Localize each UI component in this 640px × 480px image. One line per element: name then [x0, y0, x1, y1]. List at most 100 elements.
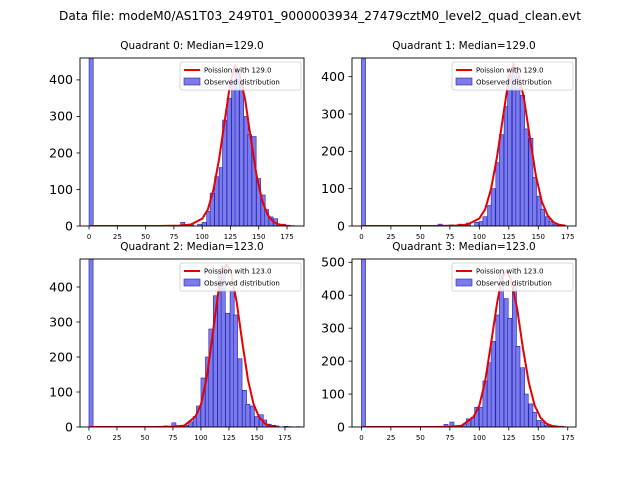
legend-box [179, 262, 302, 292]
histogram-bar [225, 312, 231, 427]
histogram-bar [197, 223, 203, 226]
legend-bar-swatch [183, 278, 201, 287]
histogram-bar [88, 58, 94, 226]
legend: Poission with 123.0 Observed distribution [451, 262, 574, 292]
legend-label-observed: Observed distribution [476, 79, 552, 87]
legend-label-poisson: Poission with 123.0 [476, 268, 544, 276]
x-tick-label: 50 [141, 233, 150, 241]
histogram-bar [208, 328, 214, 427]
x-tick-label: 0 [359, 233, 363, 241]
histogram-bar [515, 76, 521, 226]
x-tick-label: 150 [532, 434, 545, 442]
suptitle: Data file: modeM0/AS1T03_249T01_90000039… [58, 9, 581, 23]
legend-label-observed: Observed distribution [204, 79, 280, 87]
histogram-bar [474, 221, 480, 226]
legend-bar-swatch [455, 278, 473, 287]
legend: Poission with 129.0 Observed distribution [179, 61, 302, 91]
y-tick-label: 0 [337, 218, 345, 233]
histogram-bar [212, 295, 218, 427]
legend-box [451, 262, 574, 292]
axes-frame [351, 57, 577, 227]
x-tick-label: 100 [194, 434, 207, 442]
x-tick-label: 100 [473, 434, 486, 442]
axes-frame [79, 258, 305, 428]
histogram-bar [361, 259, 366, 427]
histogram-bar [523, 393, 529, 427]
histogram-bar [233, 314, 238, 427]
x-tick-label: 50 [140, 434, 149, 442]
y-tick-label: 100 [49, 384, 73, 399]
legend-label-poisson: Poission with 123.0 [204, 268, 272, 276]
axes-frame [351, 258, 577, 428]
histogram-bar [249, 405, 255, 427]
histogram-bar [515, 345, 521, 427]
histogram-bar [482, 216, 488, 226]
x-tick-label: 125 [502, 233, 515, 241]
x-tick-label: 25 [386, 434, 395, 442]
histogram-bar [507, 74, 513, 226]
y-tick-label: 200 [321, 353, 345, 368]
legend-label-observed: Observed distribution [204, 280, 280, 288]
histogram-bar [540, 208, 546, 226]
x-tick-label: 25 [113, 233, 122, 241]
histogram-bar [507, 317, 513, 427]
x-tick-label: 150 [532, 233, 545, 241]
y-tick-label: 100 [321, 181, 345, 196]
y-tick-label: 300 [321, 320, 345, 335]
x-tick-label: 125 [222, 434, 235, 442]
histogram-bar [361, 58, 366, 226]
y-tick-label: 100 [49, 182, 73, 197]
x-tick-label: 25 [386, 233, 395, 241]
histogram-bar [449, 421, 455, 427]
x-tick-label: 0 [359, 434, 363, 442]
x-tick-label: 0 [87, 233, 91, 241]
histogram-bar [499, 134, 504, 226]
x-tick-label: 50 [416, 434, 425, 442]
y-tick-label: 200 [49, 349, 73, 364]
histogram-bar [256, 178, 261, 226]
x-tick-label: 175 [280, 233, 293, 241]
histogram-bar [523, 128, 529, 226]
quadrant-plot-1: Quadrant 1: Median=129.0 0 25 50 75 100 125 150… [321, 40, 577, 241]
y-tick-label: 200 [49, 145, 73, 160]
y-tick-label: 0 [65, 218, 73, 233]
x-tick-label: 175 [561, 233, 574, 241]
x-tick-label: 25 [112, 434, 121, 442]
histogram-bar [254, 416, 260, 427]
histogram-bar [226, 97, 232, 226]
subplot-title: Quadrant 1: Median=129.0 [392, 40, 535, 52]
histogram-bar [237, 358, 243, 427]
x-tick-label: 150 [250, 434, 263, 442]
y-tick-label: 0 [65, 419, 73, 434]
histogram-bar [201, 222, 207, 226]
histogram-bar [188, 421, 194, 427]
x-tick-label: 100 [473, 233, 486, 241]
legend-box [451, 61, 574, 91]
x-tick-label: 150 [252, 233, 265, 241]
histogram-bar [245, 403, 251, 427]
y-tick-label: 300 [321, 106, 345, 121]
histogram-bar [540, 421, 546, 427]
x-tick-label: 75 [445, 233, 454, 241]
histogram-bar [443, 424, 449, 427]
histogram-bar [490, 188, 496, 226]
axes-frame [79, 57, 305, 227]
legend: Poission with 129.0 Observed distribution [451, 61, 574, 91]
histogram-bar [499, 273, 504, 427]
legend-bar-swatch [455, 77, 473, 86]
y-tick-label: 500 [321, 255, 345, 270]
legend-label-poisson: Poission with 129.0 [476, 67, 544, 75]
legend-box [179, 61, 302, 91]
y-tick-label: 200 [321, 144, 345, 159]
y-tick-label: 300 [49, 314, 73, 329]
subplot-title: Quadrant 3: Median=123.0 [392, 241, 535, 253]
x-tick-label: 175 [561, 434, 574, 442]
subplot-title: Quadrant 2: Median=123.0 [120, 241, 263, 253]
x-tick-label: 175 [278, 434, 291, 442]
x-tick-label: 75 [445, 434, 454, 442]
y-tick-label: 0 [337, 419, 345, 434]
legend: Poission with 123.0 Observed distribution [179, 262, 302, 292]
x-tick-label: 75 [169, 233, 178, 241]
histogram-bar [532, 411, 537, 427]
